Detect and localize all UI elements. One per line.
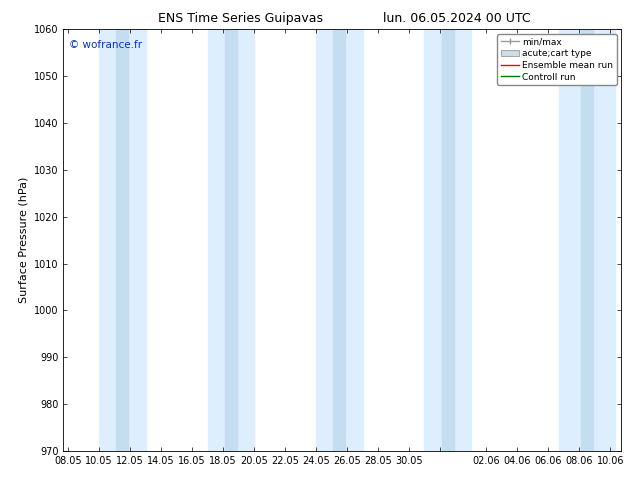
Bar	[207, 29, 254, 451]
Bar	[581, 29, 593, 451]
Bar	[425, 29, 471, 451]
Bar	[99, 29, 146, 451]
Text: © wofrance.fr: © wofrance.fr	[69, 40, 142, 50]
Y-axis label: Surface Pressure (hPa): Surface Pressure (hPa)	[18, 177, 29, 303]
Bar	[559, 29, 615, 451]
Bar	[333, 29, 346, 451]
Bar	[116, 29, 129, 451]
Text: ENS Time Series Guipavas: ENS Time Series Guipavas	[158, 12, 323, 25]
Bar	[441, 29, 454, 451]
Text: lun. 06.05.2024 00 UTC: lun. 06.05.2024 00 UTC	[383, 12, 530, 25]
Bar	[224, 29, 237, 451]
Legend: min/max, acute;cart type, Ensemble mean run, Controll run: min/max, acute;cart type, Ensemble mean …	[497, 34, 617, 85]
Bar	[316, 29, 363, 451]
